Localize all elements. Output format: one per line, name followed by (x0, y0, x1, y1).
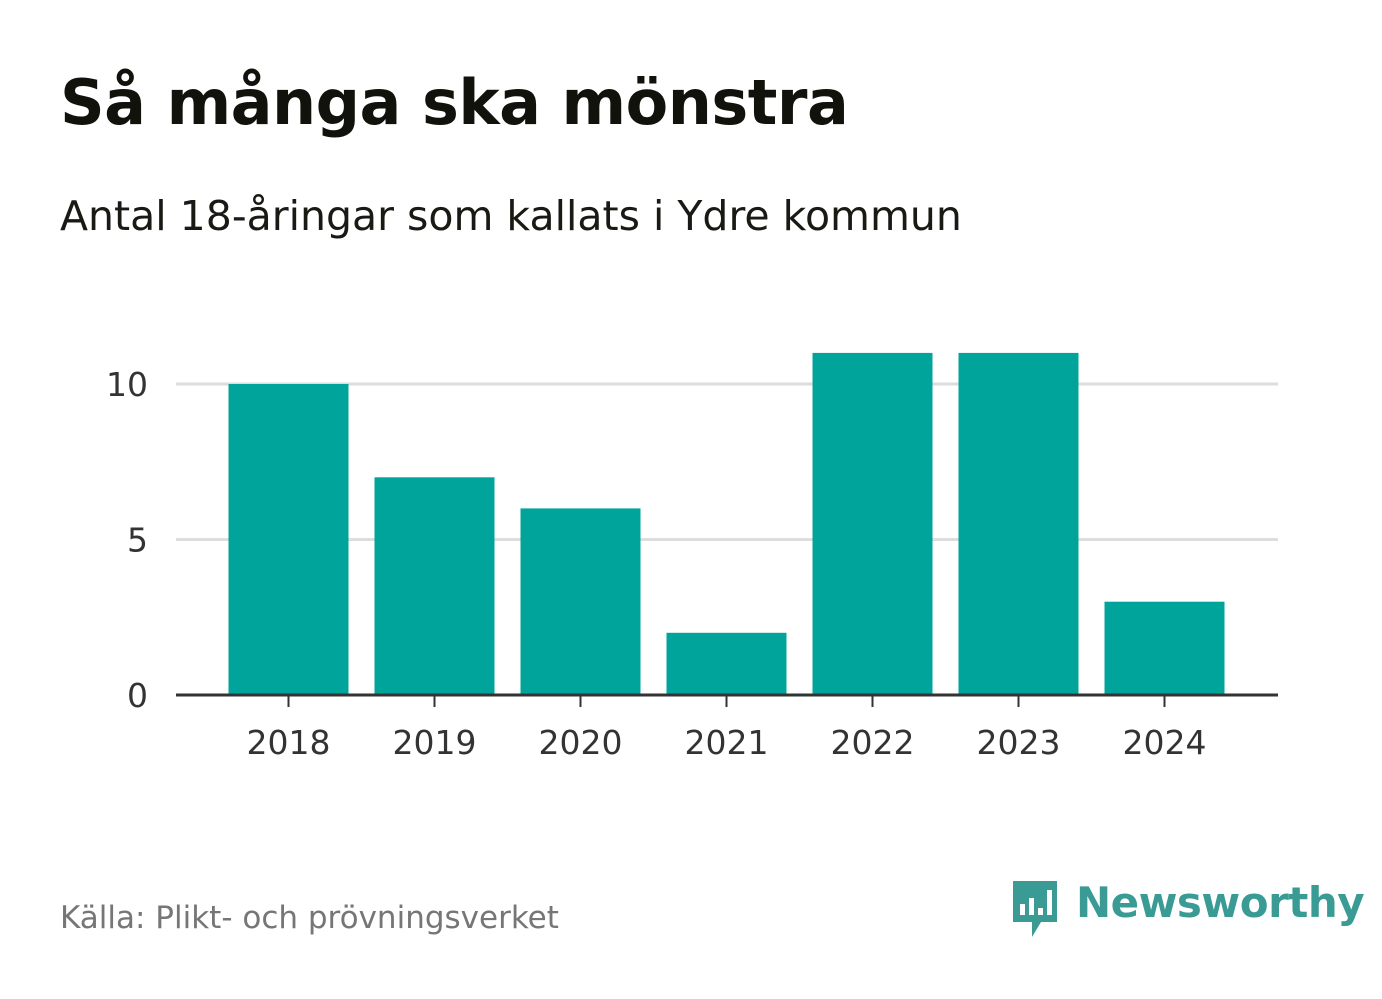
x-axis (176, 693, 1278, 707)
x-tick-label-2020: 2020 (539, 723, 623, 762)
x-tick-label-2021: 2021 (685, 723, 769, 762)
x-tick-label-2022: 2022 (831, 723, 915, 762)
bar-2019 (374, 477, 495, 695)
y-tick-label-10: 10 (106, 365, 148, 404)
bar-2022 (812, 352, 933, 695)
y-tick-label-0: 0 (127, 676, 148, 715)
x-tick-label-2023: 2023 (977, 723, 1061, 762)
chart-subtitle: Antal 18-åringar som kallats i Ydre komm… (60, 192, 962, 240)
chart-title: Så många ska mönstra (60, 66, 849, 139)
brand[interactable]: Newsworthy (1010, 878, 1365, 942)
bar-2021 (666, 632, 787, 695)
grid-lines (176, 382, 1278, 541)
source-note: Källa: Plikt- och prövningsverket (60, 900, 559, 936)
tick-labels: 0 5 10 2018 2019 2020 2021 2022 2023 2024 (106, 365, 1206, 762)
bars (228, 352, 1225, 695)
brand-name: Newsworthy (1076, 878, 1365, 927)
x-tick-label-2024: 2024 (1123, 723, 1207, 762)
x-tick-label-2018: 2018 (247, 723, 331, 762)
bar-2024 (1104, 601, 1225, 695)
newsworthy-logo-icon (1013, 881, 1057, 937)
bar-2023 (958, 352, 1079, 695)
bar-2018 (228, 384, 349, 695)
x-tick-label-2019: 2019 (393, 723, 477, 762)
bar-2020 (520, 508, 641, 695)
y-tick-label-5: 5 (127, 521, 148, 560)
